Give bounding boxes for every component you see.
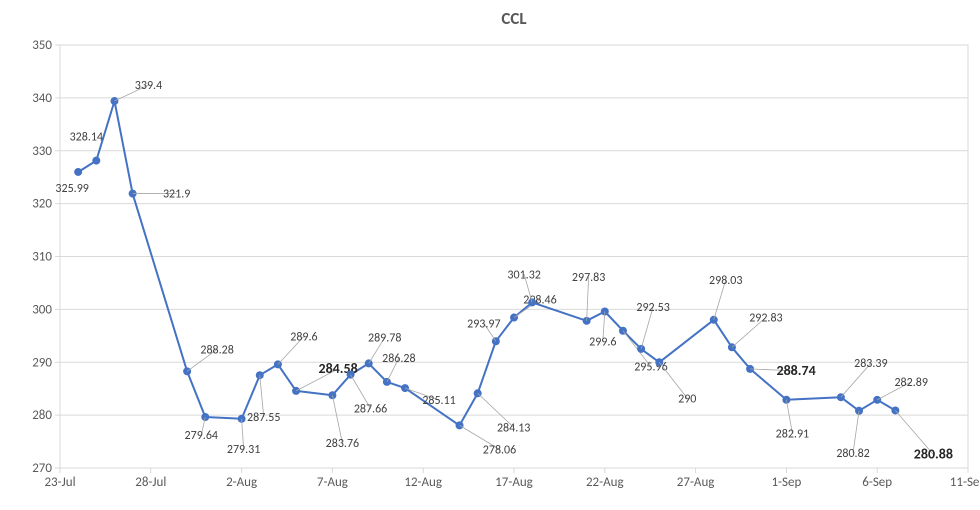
data-label: 279.31: [227, 443, 260, 457]
data-label: 280.88: [914, 445, 953, 462]
x-axis-label: 2-Aug: [226, 475, 257, 490]
x-axis-label: 6-Sep: [862, 475, 892, 490]
data-label: 285.11: [422, 394, 455, 408]
x-axis-label: 22-Aug: [586, 475, 624, 490]
y-axis-label: 310: [32, 250, 52, 265]
x-axis-label: 7-Aug: [317, 475, 348, 490]
x-axis-label: 23-Jul: [44, 475, 75, 490]
x-axis-label: 17-Aug: [495, 475, 533, 490]
data-label: 298.46: [523, 294, 556, 308]
data-label: 297.83: [572, 271, 605, 285]
data-label: 286.28: [382, 352, 415, 366]
line-chart: 270 280 290 300 310 320 330 340 350 23-Jul 28-Jul 2…: [0, 0, 980, 510]
y-axis-label: 320: [32, 197, 52, 212]
data-label: 283.39: [854, 357, 887, 371]
y-axis-label: 270: [32, 461, 52, 476]
data-marker: [74, 168, 82, 176]
data-label: 321.9: [163, 188, 190, 202]
x-axis-label: 12-Aug: [404, 475, 442, 490]
y-axis-label: 280: [32, 408, 52, 423]
y-axis-label: 340: [32, 91, 52, 106]
y-axis-label: 290: [32, 355, 52, 370]
y-axis-label: 300: [32, 302, 52, 317]
data-label: 288.28: [200, 343, 233, 357]
data-label: 292.53: [636, 301, 669, 315]
data-label: 279.64: [185, 429, 218, 443]
data-label: 280.82: [836, 447, 869, 461]
data-label: 299.6: [589, 335, 616, 349]
data-label: 287.66: [354, 403, 387, 417]
data-label: 289.6: [290, 330, 317, 344]
data-label: 301.32: [507, 268, 540, 282]
data-label: 289.78: [368, 331, 401, 345]
data-label: 287.55: [247, 411, 280, 425]
data-label: 292.83: [749, 311, 782, 325]
data-label: 293.97: [467, 317, 500, 331]
chart-svg: 270 280 290 300 310 320 330 340 350 23-Jul 28-Jul 2…: [0, 0, 980, 510]
data-label: 284.13: [497, 421, 530, 435]
data-label: 282.89: [894, 376, 927, 390]
y-axis-label: 350: [32, 38, 52, 53]
data-label: 288.74: [776, 362, 815, 379]
data-label: 278.06: [483, 443, 516, 457]
chart-title: CCL: [501, 8, 526, 29]
data-label: 290: [678, 392, 696, 406]
x-axis-label: 1-Sep: [771, 475, 801, 490]
data-label: 339.4: [135, 79, 162, 93]
x-axis-label: 28-Jul: [135, 475, 166, 490]
data-label: 282.91: [776, 428, 809, 442]
data-label: 283.76: [326, 437, 359, 451]
data-marker: [92, 157, 100, 165]
data-label: 298.03: [709, 274, 742, 288]
data-label: 328.14: [70, 131, 103, 145]
data-label: 325.99: [55, 182, 88, 196]
y-axis-label: 330: [32, 144, 52, 159]
x-axis-label: 27-Aug: [677, 475, 715, 490]
x-axis-label: 11-Sep: [950, 475, 980, 490]
